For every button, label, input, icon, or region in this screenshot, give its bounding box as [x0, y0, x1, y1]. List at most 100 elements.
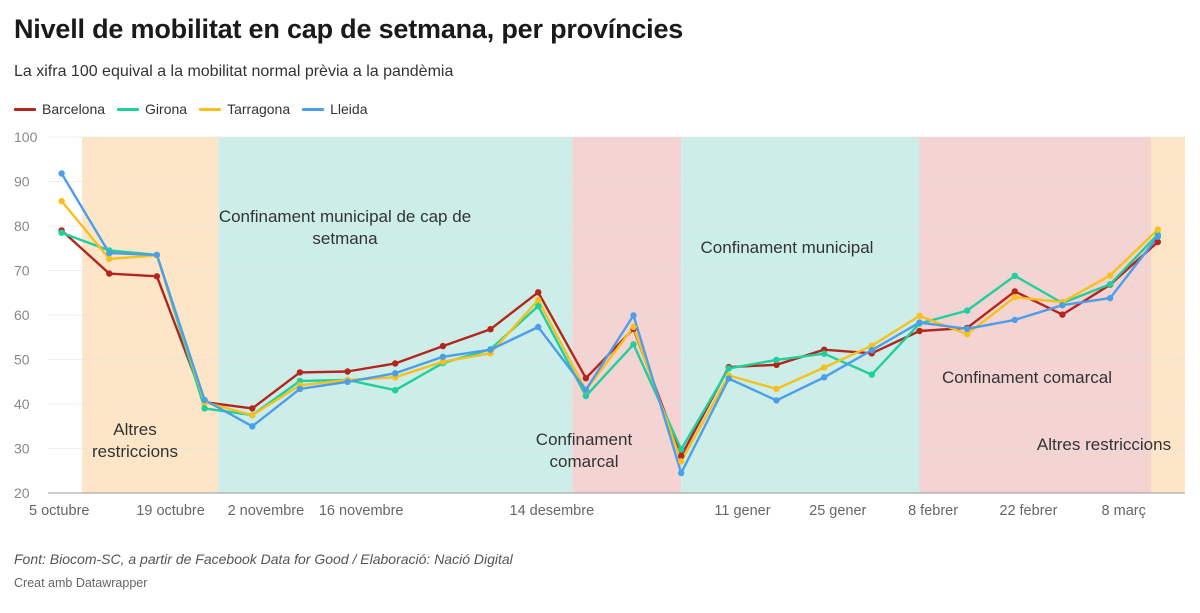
point-lleida-2020-11-07 — [296, 385, 304, 393]
point-tarragona-2021-02-13 — [963, 330, 971, 338]
point-barcelona-2020-11-07 — [296, 369, 304, 376]
point-tarragona-2020-11-28 — [439, 358, 447, 365]
point-lleida-2020-11-28 — [439, 353, 447, 360]
point-lleida-2020-10-24 — [201, 396, 208, 404]
series-points — [58, 170, 1162, 477]
series-line-lleida — [60, 172, 1159, 475]
series-lines — [60, 172, 1159, 475]
point-lleida-2021-01-02 — [678, 469, 685, 477]
legend-label-tarragona: Tarragona — [227, 101, 291, 117]
point-tarragona-2021-01-23 — [821, 364, 828, 371]
source-note: Font: Biocom-SC, a partir de Facebook Da… — [14, 551, 513, 567]
point-girona-2021-01-30 — [868, 371, 875, 378]
point-barcelona-2020-11-14 — [344, 368, 351, 375]
point-barcelona-2021-02-06 — [916, 327, 923, 335]
legend: Barcelona Girona Tarragona Lleida — [14, 101, 368, 117]
x-tick-11-gener: 11 gener — [714, 503, 770, 519]
point-girona-2020-12-26 — [630, 341, 637, 348]
point-girona-2021-03-06 — [1106, 281, 1114, 288]
band-label-1-confinament-municipal-de-cap-de-setmana: Confinament municipal de cap de setmana — [219, 207, 471, 248]
band-label-0-altres-restriccions: Altres restriccions — [92, 420, 178, 461]
point-barcelona-2020-12-19 — [582, 375, 590, 382]
point-tarragona-2021-01-02 — [678, 458, 685, 465]
restriction-bands — [82, 137, 1185, 493]
point-lleida-2020-11-14 — [344, 378, 351, 385]
point-tarragona-2020-10-31 — [249, 411, 256, 419]
restriction-labels: Altres restriccions Confinament municipal … — [92, 207, 1171, 471]
x-tick-19-octubre: 19 octubre — [136, 503, 205, 519]
legend-item-tarragona: Tarragona — [199, 101, 290, 117]
x-tick-2-novembre: 2 novembre — [228, 503, 305, 519]
point-barcelona-2021-01-02 — [678, 452, 685, 460]
point-tarragona-2020-12-26 — [630, 323, 637, 331]
y-tick-70: 70 — [14, 263, 30, 279]
point-lleida-2020-10-31 — [249, 423, 256, 430]
point-tarragona-2021-01-30 — [868, 342, 875, 349]
x-tick-14-desembre: 14 desembre — [510, 503, 595, 519]
point-girona-2020-11-21 — [392, 387, 399, 394]
point-lleida-2021-01-16 — [773, 397, 780, 404]
point-tarragona-2020-10-10 — [106, 255, 113, 263]
y-tick-100: 100 — [14, 129, 38, 145]
point-lleida-2020-11-21 — [392, 370, 399, 377]
x-tick-25-gener: 25 gener — [809, 503, 866, 519]
legend-label-lleida: Lleida — [330, 101, 368, 117]
legend-swatch-barcelona — [14, 107, 36, 111]
x-tick-8-marc: 8 març — [1102, 503, 1146, 519]
y-tick-30: 30 — [14, 441, 30, 457]
point-barcelona-2021-01-16 — [773, 361, 780, 368]
legend-swatch-girona — [117, 107, 140, 111]
y-tick-20: 20 — [14, 485, 30, 501]
point-lleida-2020-10-03 — [58, 170, 65, 177]
point-lleida-2020-10-17 — [153, 251, 161, 259]
y-tick-80: 80 — [14, 218, 30, 234]
point-barcelona-2020-12-05 — [487, 326, 494, 333]
credit-note: Creat amb Datawrapper — [14, 576, 148, 590]
point-lleida-2020-12-05 — [487, 346, 494, 353]
x-tick-5-octubre: 5 octubre — [29, 503, 89, 519]
point-girona-2021-01-16 — [773, 356, 780, 364]
point-lleida-2020-10-10 — [106, 249, 113, 257]
point-girona-2021-02-13 — [963, 307, 971, 314]
point-barcelona-2021-03-13 — [1154, 238, 1162, 246]
band-1-confinament-municipal-de-cap-de-setmana — [218, 137, 573, 493]
chart-title: Nivell de mobilitat en cap de setmana, p… — [14, 14, 684, 44]
band-label-2-confinament-comarcal: Confinament comarcal — [536, 430, 633, 471]
point-tarragona-2020-12-12 — [535, 296, 542, 304]
legend-item-lleida: Lleida — [302, 101, 368, 117]
point-lleida-2021-01-23 — [821, 374, 828, 381]
point-lleida-2021-02-20 — [1011, 316, 1018, 324]
point-lleida-2021-02-13 — [963, 325, 971, 332]
point-lleida-2020-12-26 — [630, 312, 637, 319]
legend-item-girona: Girona — [117, 101, 187, 117]
point-lleida-2021-03-06 — [1106, 294, 1114, 302]
x-axis: 5 octubre 19 octubre 2 novembre 16 novembre… — [29, 503, 1146, 519]
point-girona-2021-01-02 — [678, 446, 685, 453]
x-tick-22-febrer: 22 febrer — [999, 503, 1057, 519]
point-girona-2021-02-20 — [1011, 272, 1018, 279]
point-tarragona-2020-10-03 — [58, 197, 65, 205]
y-axis: 20 30 40 50 60 70 80 90 100 — [14, 129, 38, 501]
y-tick-90: 90 — [14, 174, 30, 190]
point-tarragona-2021-02-06 — [916, 312, 923, 320]
band-label-4-confinament-comarcal: Confinament comarcal — [942, 368, 1112, 387]
point-girona-2020-10-03 — [58, 229, 65, 236]
point-lleida-2020-12-12 — [535, 323, 542, 331]
band-label-3-confinament-municipal: Confinament municipal — [701, 238, 874, 257]
point-lleida-2021-02-27 — [1059, 302, 1066, 309]
point-girona-2020-12-19 — [582, 392, 590, 400]
point-girona-2020-11-07 — [296, 377, 304, 385]
point-barcelona-2021-02-20 — [1011, 288, 1018, 295]
point-tarragona-2021-02-20 — [1011, 294, 1018, 301]
point-tarragona-2021-03-06 — [1106, 272, 1114, 279]
point-barcelona-2020-11-21 — [392, 360, 399, 367]
legend-label-girona: Girona — [145, 101, 188, 117]
point-barcelona-2020-12-12 — [535, 289, 542, 296]
chart-subtitle: La xifra 100 equival a la mobilitat norm… — [14, 63, 454, 80]
point-lleida-2021-01-09 — [725, 375, 732, 382]
point-girona-2020-12-12 — [535, 302, 542, 310]
point-lleida-2021-02-06 — [916, 319, 923, 326]
legend-label-barcelona: Barcelona — [42, 101, 106, 117]
point-barcelona-2021-02-27 — [1059, 311, 1066, 318]
legend-swatch-lleida — [302, 107, 325, 111]
